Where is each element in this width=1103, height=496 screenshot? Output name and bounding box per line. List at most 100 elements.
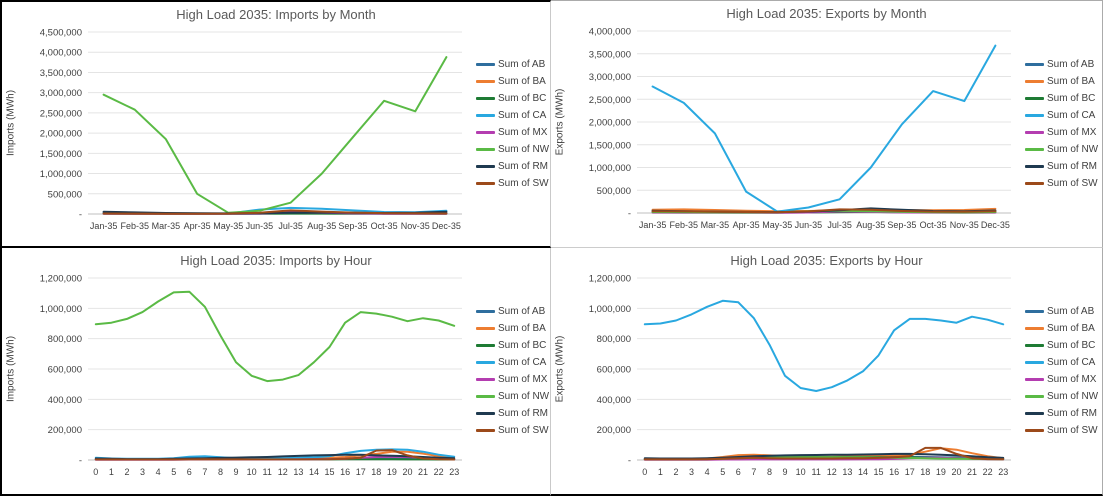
y-tick-label: 800,000 — [48, 334, 82, 345]
legend-line-swatch — [476, 412, 495, 415]
y-tick-label: 2,000,000 — [589, 118, 631, 129]
legend-label: Sum of NW — [498, 144, 550, 155]
chart-panel-imports-by-hour: High Load 2035: Imports by Hour Imports … — [0, 248, 551, 496]
legend-item-ba: Sum of BA — [1025, 73, 1098, 90]
x-tick-label: Jun-35 — [795, 220, 823, 230]
x-tick-label: 11 — [263, 467, 272, 477]
legend-line-swatch — [1025, 310, 1044, 313]
legend-line-swatch — [1025, 114, 1044, 117]
x-tick-label: Dec-35 — [981, 220, 1010, 230]
legend-label: Sum of MX — [498, 374, 548, 385]
x-tick-label: 3 — [689, 467, 694, 477]
series-line-sw — [643, 446, 1005, 461]
x-tick-label: 7 — [751, 467, 756, 477]
x-tick-label: Dec-35 — [432, 221, 461, 231]
legend-line-swatch — [1025, 165, 1044, 168]
y-tick-label: 1,500,000 — [589, 140, 631, 151]
legend-item-ab: Sum of AB — [1025, 303, 1098, 320]
chart-title: High Load 2035: Exports by Hour — [730, 253, 923, 268]
y-tick-label: 1,000,000 — [589, 304, 631, 315]
chart-panel-exports-by-month: High Load 2035: Exports by Month Exports… — [551, 0, 1103, 248]
x-tick-label: Mar-35 — [701, 220, 730, 230]
legend-line-swatch — [476, 182, 495, 185]
x-tick-label: 7 — [202, 467, 207, 477]
y-tick-label: - — [628, 456, 631, 467]
legend-line-swatch — [1025, 80, 1044, 83]
legend-line-swatch — [1025, 97, 1044, 100]
x-tick-label: Oct-35 — [371, 221, 398, 231]
y-tick-label: - — [79, 456, 82, 467]
plot-area: - 500,000 1,000,000 1,500,000 2,000,000 2,500… — [589, 27, 1011, 230]
legend-item-sw: Sum of SW — [476, 422, 549, 439]
x-tick-label: 22 — [434, 467, 444, 477]
x-tick-label: 20 — [951, 467, 961, 477]
x-tick-label: Feb-35 — [120, 221, 149, 231]
x-tick-label: May-35 — [762, 220, 792, 230]
legend: Sum of AB Sum of BA Sum of BC Sum of CA Sum … — [1025, 303, 1098, 439]
x-tick-label: 13 — [293, 467, 303, 477]
x-tick-label: 6 — [736, 467, 741, 477]
x-tick-label: 6 — [187, 467, 192, 477]
chart-title: High Load 2035: Imports by Month — [176, 7, 376, 22]
x-tick-label: 10 — [247, 467, 257, 477]
x-tick-label: 14 — [858, 467, 868, 477]
legend-line-swatch — [1025, 327, 1044, 330]
legend-item-ba: Sum of BA — [476, 73, 549, 90]
x-tick-label: 0 — [93, 467, 98, 477]
legend-item-bc: Sum of BC — [1025, 337, 1098, 354]
legend-item-rm: Sum of RM — [1025, 158, 1098, 175]
y-tick-label: - — [79, 210, 82, 221]
x-tick-label: 20 — [402, 467, 412, 477]
legend-line-swatch — [476, 165, 495, 168]
x-tick-label: 9 — [783, 467, 788, 477]
legend-line-swatch — [476, 344, 495, 347]
chart-panel-exports-by-hour: High Load 2035: Exports by Hour Exports … — [551, 248, 1103, 496]
legend: Sum of AB Sum of BA Sum of BC Sum of CA Sum … — [1025, 56, 1098, 192]
legend-line-swatch — [476, 327, 495, 330]
legend-item-nw: Sum of NW — [476, 388, 549, 405]
legend-label: Sum of BA — [498, 323, 546, 334]
legend-item-ca: Sum of CA — [476, 354, 549, 371]
legend-line-swatch — [1025, 344, 1044, 347]
x-tick-label: Aug-35 — [307, 221, 336, 231]
legend-line-swatch — [476, 395, 495, 398]
x-tick-label: 18 — [920, 467, 930, 477]
plot-area: - 500,000 1,000,000 1,500,000 2,000,000 2,500… — [40, 28, 462, 231]
legend-line-swatch — [1025, 412, 1044, 415]
legend-label: Sum of CA — [498, 357, 547, 368]
y-tick-label: 2,500,000 — [589, 95, 631, 106]
y-tick-label: 1,200,000 — [589, 274, 631, 285]
legend-item-ba: Sum of BA — [476, 320, 549, 337]
x-tick-label: Aug-35 — [856, 220, 885, 230]
x-tick-label: 4 — [705, 467, 710, 477]
legend-label: Sum of RM — [1047, 408, 1098, 419]
x-tick-label: 21 — [967, 467, 977, 477]
legend-item-mx: Sum of MX — [1025, 371, 1098, 388]
y-tick-label: 600,000 — [597, 365, 631, 376]
x-tick-label: 15 — [325, 467, 335, 477]
x-tick-label: 11 — [812, 467, 821, 477]
x-tick-label: Nov-35 — [950, 220, 979, 230]
legend-label: Sum of MX — [1047, 374, 1097, 385]
x-tick-label: 16 — [889, 467, 899, 477]
legend-label: Sum of AB — [498, 59, 546, 70]
legend-item-nw: Sum of NW — [1025, 388, 1098, 405]
y-tick-label: 1,000,000 — [589, 163, 631, 174]
x-tick-label: 14 — [309, 467, 319, 477]
legend-label: Sum of BC — [498, 93, 547, 104]
legend-item-bc: Sum of BC — [476, 90, 549, 107]
y-tick-label: 600,000 — [48, 365, 82, 376]
x-tick-label: May-35 — [213, 221, 243, 231]
x-tick-label: 18 — [371, 467, 381, 477]
legend-line-swatch — [1025, 63, 1044, 66]
legend-label: Sum of RM — [498, 408, 549, 419]
y-tick-label: 2,000,000 — [40, 129, 82, 140]
y-tick-label: 3,000,000 — [40, 88, 82, 99]
x-tick-label: Oct-35 — [920, 220, 947, 230]
legend-label: Sum of AB — [498, 306, 546, 317]
legend-line-swatch — [476, 361, 495, 364]
legend-label: Sum of CA — [1047, 110, 1096, 121]
legend-line-swatch — [476, 148, 495, 151]
legend-item-bc: Sum of BC — [1025, 90, 1098, 107]
x-tick-label: 19 — [936, 467, 946, 477]
